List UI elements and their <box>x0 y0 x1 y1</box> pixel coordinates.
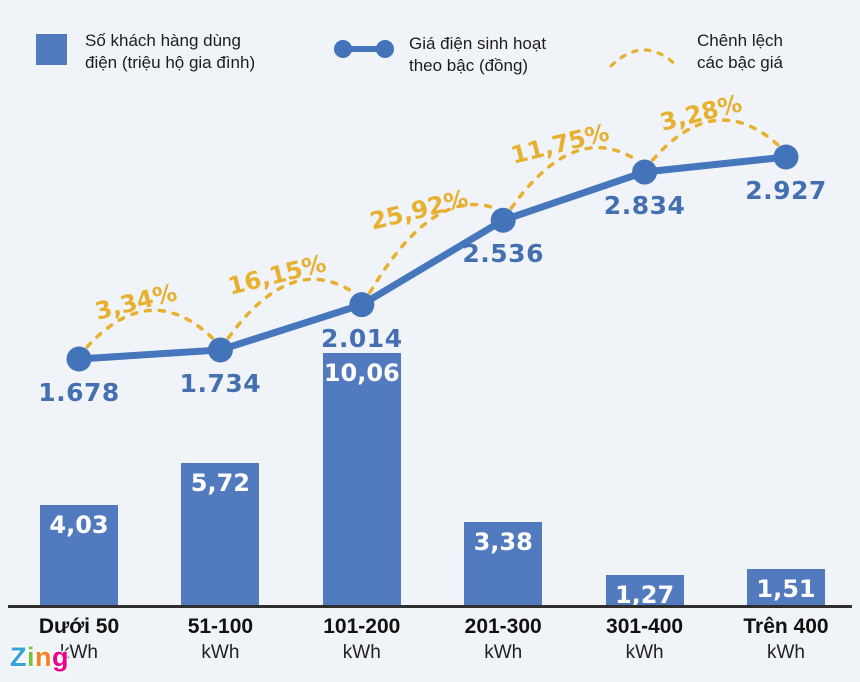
x-axis-label: 201-300 kWh <box>423 615 583 664</box>
legend-label-line: điện (triệu hộ gia đình) <box>85 53 256 73</box>
bar: 4,03 <box>40 505 118 607</box>
x-axis-label-range: 301-400 <box>606 615 684 638</box>
watermark-logo: Zing <box>10 642 69 673</box>
x-axis-label-unit: kWh <box>201 642 240 663</box>
price-value-label: 2.536 <box>462 239 544 269</box>
legend-item-customers: Số khách hàng dùng điện (triệu hộ gia đì… <box>36 30 255 75</box>
gap-arc <box>85 308 215 349</box>
x-axis-label-unit: kWh <box>342 642 381 663</box>
gap-percent-label: 11,75% <box>508 118 612 170</box>
watermark-letter: g <box>52 642 70 672</box>
price-point <box>773 144 799 170</box>
legend-label-line: theo bậc (đồng) <box>409 56 529 76</box>
bar: 5,72 <box>181 462 260 607</box>
legend-label-line: Số khách hàng dùng <box>85 31 241 50</box>
bar-value-label: 3,38 <box>473 527 533 556</box>
bar-value-label: 10,06 <box>323 359 400 387</box>
gap-percent-label: 16,15% <box>225 249 329 301</box>
legend-label-line: các bậc giá <box>697 53 783 73</box>
bar-value-label: 1,51 <box>756 574 816 603</box>
x-axis-label-unit: kWh <box>484 642 523 663</box>
bar: 1,51 <box>747 568 825 607</box>
bar-value-label: 5,72 <box>190 468 250 497</box>
x-axis-label-range: Dưới 50 <box>38 615 120 638</box>
line-with-dots-icon <box>334 40 394 58</box>
bar: 3,38 <box>464 521 543 607</box>
gap-arc <box>226 277 356 340</box>
bar: 10,06 <box>322 353 401 607</box>
watermark-letter: i <box>27 642 36 672</box>
gap-arc <box>509 145 639 210</box>
legend-item-price: Giá điện sinh hoạt theo bậc (đồng) <box>333 33 546 78</box>
price-point <box>490 207 516 233</box>
price-value-label: 1.734 <box>179 368 262 398</box>
bar-swatch-icon <box>36 34 67 65</box>
price-line <box>78 153 787 363</box>
x-axis-label: Trên 400 kWh <box>706 615 860 664</box>
price-point <box>207 337 233 363</box>
legend-item-gap: Chênh lệch các bậc giá <box>605 30 783 75</box>
x-axis-label: 301-400 kWh <box>565 615 725 664</box>
gap-arc <box>368 202 497 295</box>
watermark-letter: Z <box>10 642 27 672</box>
legend-label-gap: Chênh lệch các bậc giá <box>697 30 783 75</box>
x-axis-label: 51-100 kWh <box>140 615 300 664</box>
watermark-letter: n <box>35 642 53 672</box>
dashed-arc-icon <box>609 48 679 68</box>
x-axis-label-unit: kWh <box>60 642 98 663</box>
gap-arc <box>650 118 780 162</box>
x-axis-label-range: 51-100 <box>187 615 254 638</box>
price-value-label: 2.014 <box>321 323 403 353</box>
gap-percent-label: 3,28% <box>657 88 746 137</box>
price-value-label: 1.678 <box>38 378 120 407</box>
legend-label-price: Giá điện sinh hoạt theo bậc (đồng) <box>409 33 546 78</box>
x-axis-label-range: Trên 400 <box>743 615 829 638</box>
x-axis-label: Dưới 50 kWh <box>0 615 159 664</box>
price-point <box>66 346 92 372</box>
price-point <box>349 292 375 318</box>
x-axis-label-unit: kWh <box>625 642 664 663</box>
x-axis-line <box>8 605 852 608</box>
price-point <box>632 159 658 185</box>
legend-label-customers: Số khách hàng dùng điện (triệu hộ gia đì… <box>85 30 255 75</box>
x-axis-label-range: 201-300 <box>464 615 542 638</box>
legend-label-line: Chênh lệch <box>697 31 784 50</box>
gap-percent-label: 25,92% <box>366 184 471 237</box>
price-value-label: 2.927 <box>745 176 827 205</box>
bar-value-label: 4,03 <box>49 511 109 540</box>
bar-value-label: 1,27 <box>614 580 675 609</box>
x-axis-label-range: 101-200 <box>323 615 401 638</box>
price-value-label: 2.834 <box>603 191 686 221</box>
bar: 1,27 <box>605 574 684 609</box>
x-axis-label-unit: kWh <box>767 642 805 663</box>
x-axis-label: 101-200 kWh <box>282 615 442 664</box>
gap-percent-label: 3,34% <box>91 278 180 327</box>
legend-label-line: Giá điện sinh hoạt <box>409 34 547 53</box>
